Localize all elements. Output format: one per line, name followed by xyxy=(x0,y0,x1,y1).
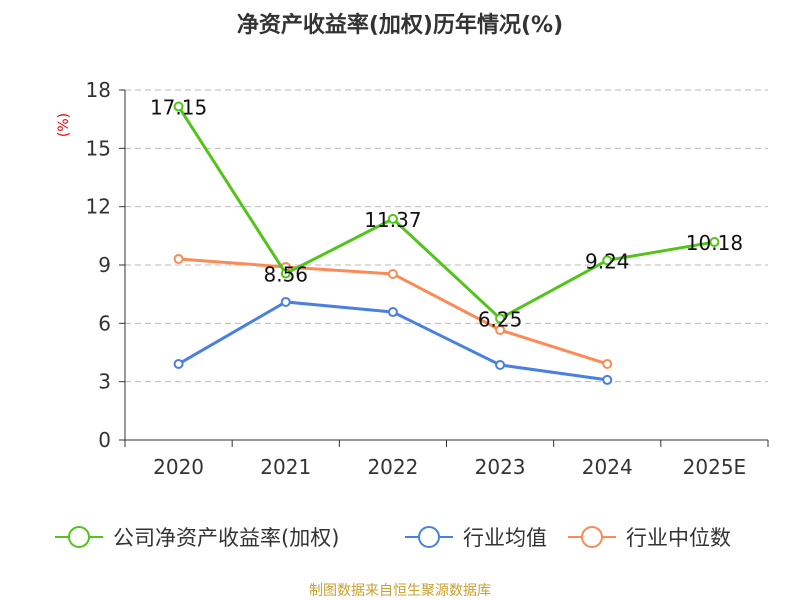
y-tick-label: 12 xyxy=(86,195,111,219)
y-tick-label: 0 xyxy=(98,428,111,452)
data-label: 17.15 xyxy=(150,96,207,120)
legend-label[interactable]: 行业中位数 xyxy=(626,526,731,550)
data-point[interactable] xyxy=(387,268,398,279)
legend-marker[interactable] xyxy=(418,526,440,548)
data-label: 10.18 xyxy=(686,231,743,255)
legend-marker[interactable] xyxy=(68,526,90,548)
data-point[interactable] xyxy=(495,359,506,370)
data-point[interactable] xyxy=(495,324,506,335)
data-point[interactable] xyxy=(602,374,613,385)
legend-label[interactable]: 公司净资产收益率(加权) xyxy=(113,526,339,550)
x-tick-label: 2020 xyxy=(153,455,204,479)
data-point[interactable] xyxy=(709,237,720,248)
y-tick-label: 9 xyxy=(98,253,111,277)
data-point[interactable] xyxy=(602,358,613,369)
data-point[interactable] xyxy=(387,213,398,224)
y-tick-label: 6 xyxy=(98,311,111,335)
y-tick-label: 15 xyxy=(86,136,111,160)
legend-label[interactable]: 行业均值 xyxy=(463,526,547,550)
y-tick-label: 3 xyxy=(98,370,111,394)
data-point[interactable] xyxy=(173,253,184,264)
data-label: 9.24 xyxy=(585,249,630,273)
data-point[interactable] xyxy=(280,296,291,307)
x-tick-label: 2022 xyxy=(367,455,418,479)
data-point[interactable] xyxy=(495,313,506,324)
y-axis-label: (%) xyxy=(56,113,72,137)
chart-title: 净资产收益率(加权)历年情况(%) xyxy=(237,12,563,38)
y-tick-label: 18 xyxy=(86,78,111,102)
source-note: 制图数据来自恒生聚源数据库 xyxy=(309,583,491,599)
legend-marker[interactable] xyxy=(581,526,603,548)
x-tick-label: 2023 xyxy=(475,455,526,479)
x-tick-label: 2024 xyxy=(582,455,633,479)
x-tick-label: 2021 xyxy=(260,455,311,479)
data-point[interactable] xyxy=(280,268,291,279)
data-point[interactable] xyxy=(173,101,184,112)
data-label: 11.37 xyxy=(364,208,421,232)
data-point[interactable] xyxy=(602,255,613,266)
data-label: 8.56 xyxy=(263,263,308,287)
data-point[interactable] xyxy=(173,358,184,369)
data-label: 6.25 xyxy=(478,307,523,331)
series-line xyxy=(177,105,715,321)
x-tick-label: 2025E xyxy=(683,455,747,479)
data-point[interactable] xyxy=(387,307,398,318)
